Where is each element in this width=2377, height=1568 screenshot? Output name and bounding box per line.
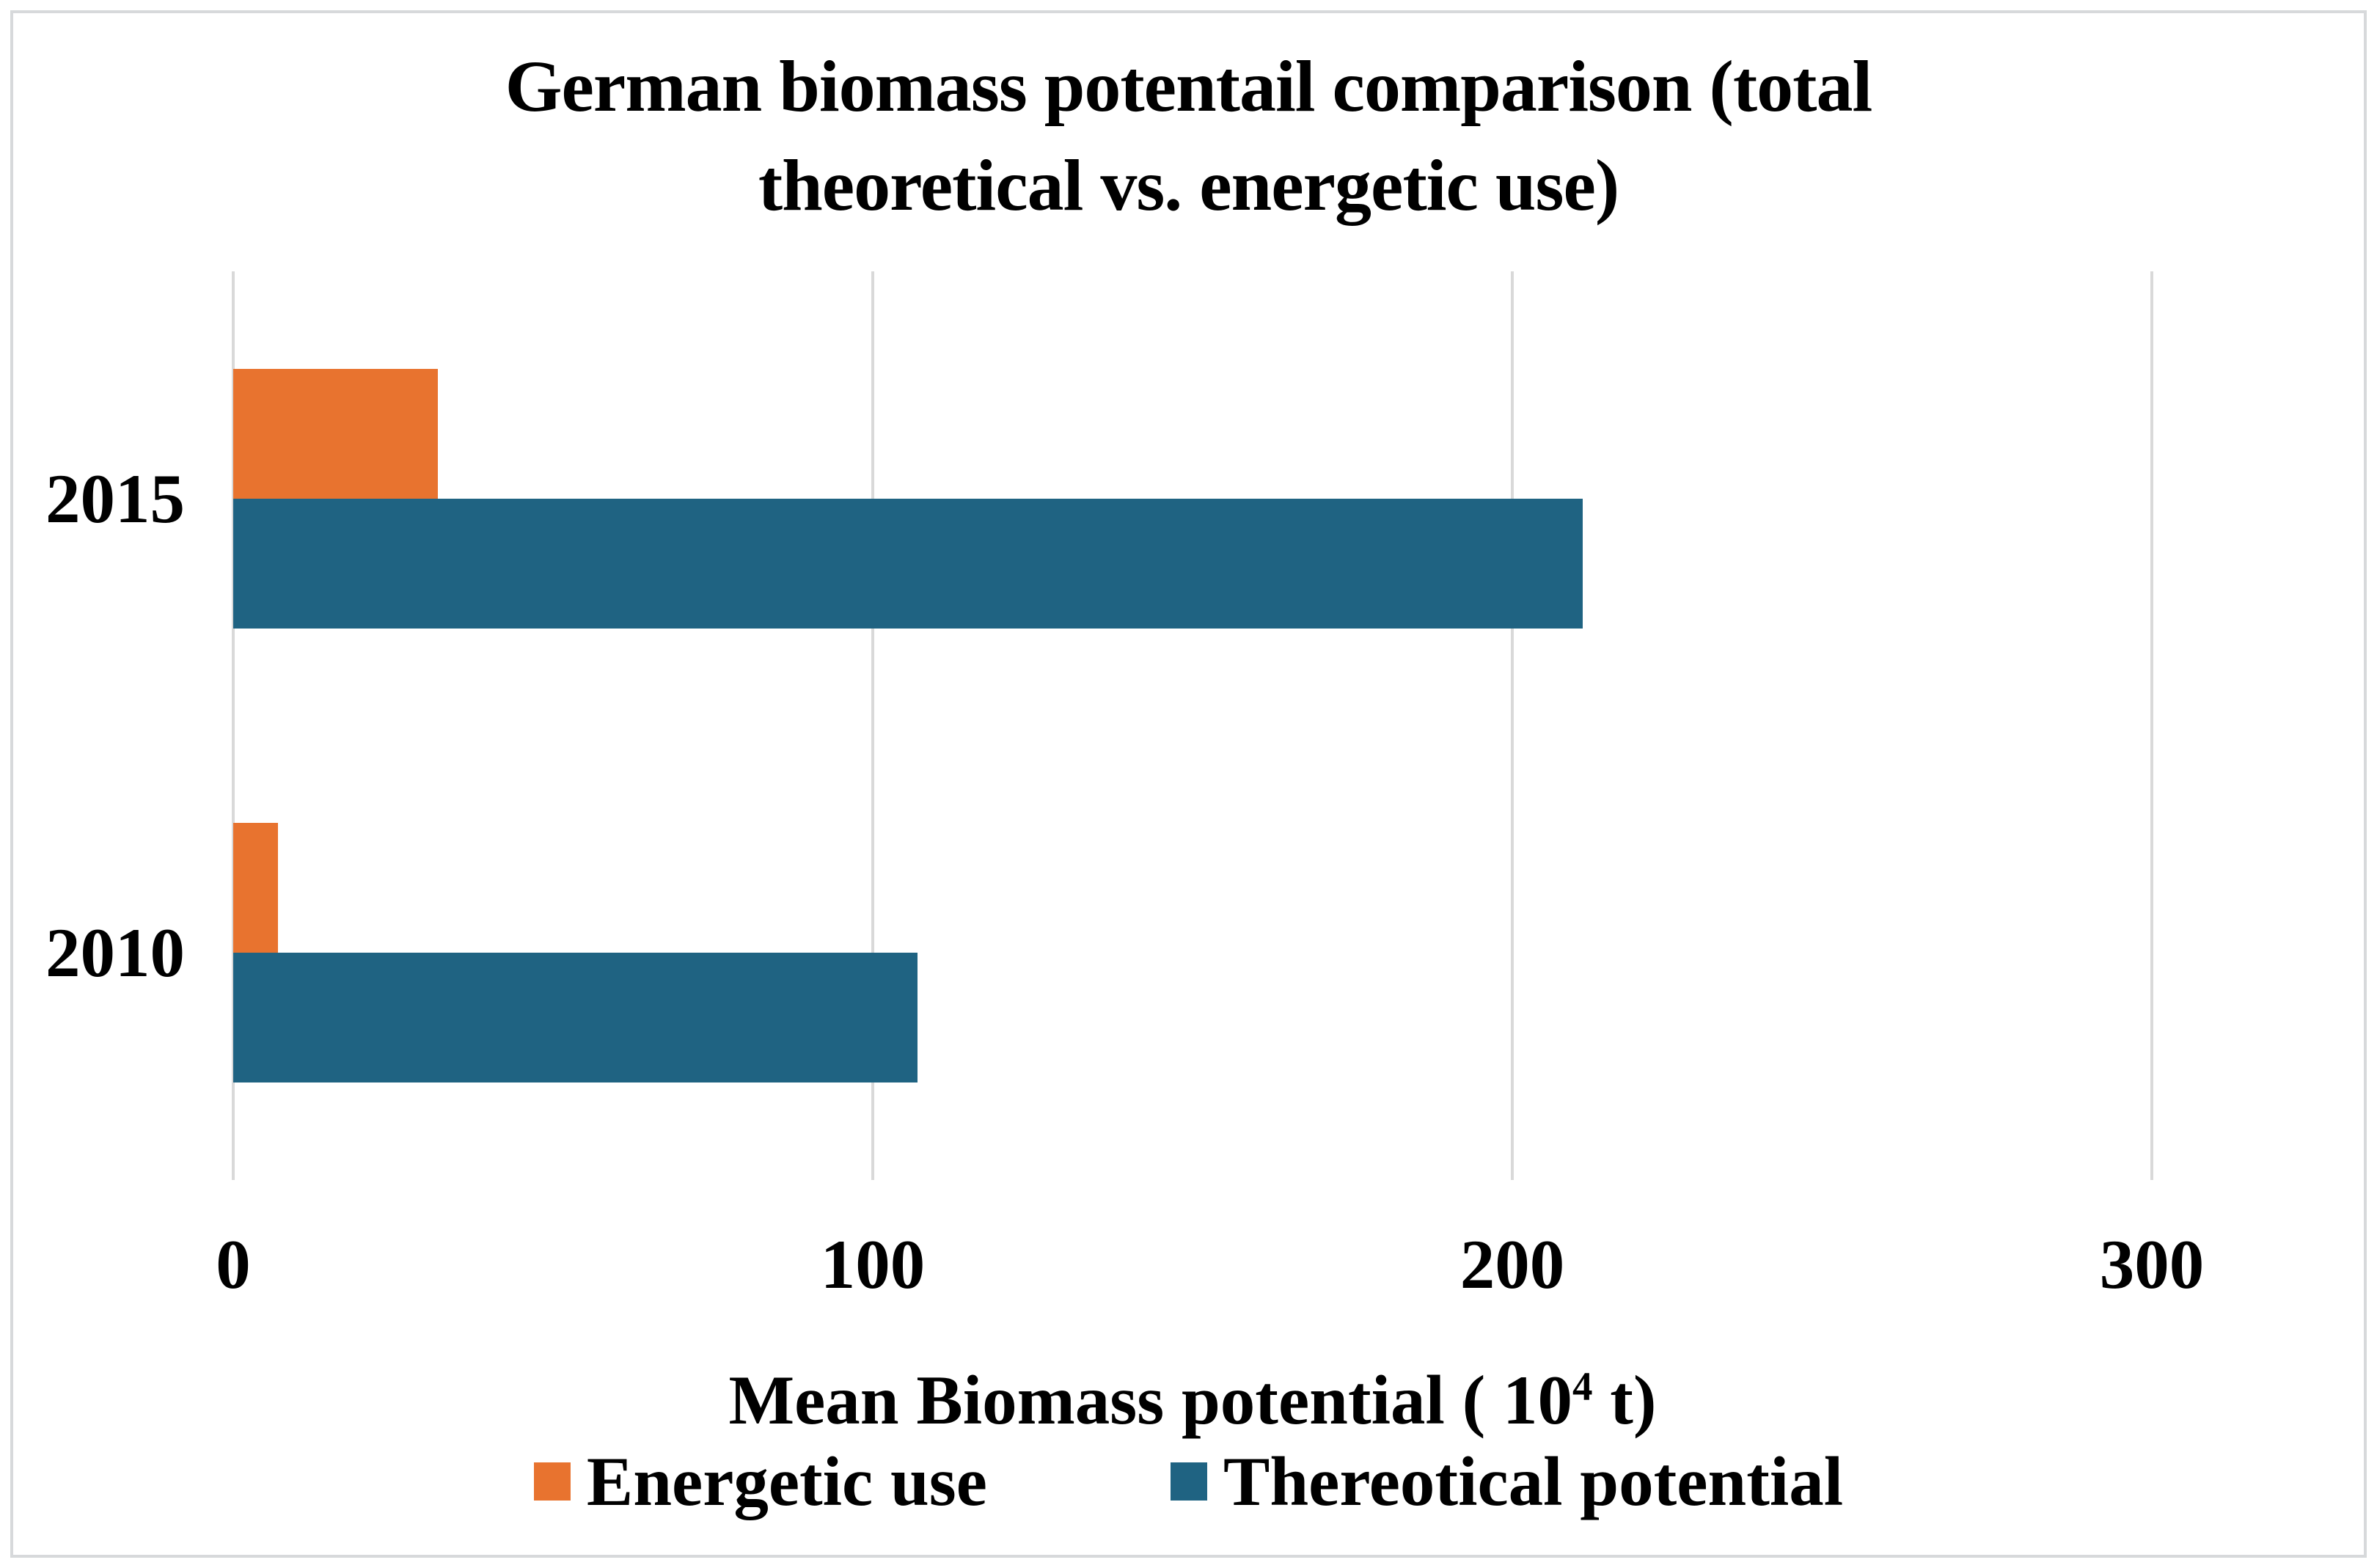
legend-item-energetic-use: Energetic use [533, 1442, 987, 1520]
legend-swatch-energetic-use [533, 1462, 571, 1501]
gridline-0 [232, 271, 235, 1180]
x-tick-label-0: 0 [216, 1226, 251, 1303]
gridline-100 [871, 271, 874, 1180]
legend-item-thereotical-potential: Thereotical potential [1170, 1442, 1844, 1520]
x-tick-label-100: 100 [820, 1226, 926, 1303]
legend-label-thereotical-potential: Thereotical potential [1223, 1442, 1844, 1520]
x-axis-title: Mean Biomass potential ( 104 t) [233, 1366, 2152, 1435]
legend: Energetic use Thereotical potential [0, 1441, 2377, 1522]
chart-title-line-1: German biomass potentail comparison (tot… [505, 45, 1872, 127]
gridline-300 [2150, 271, 2153, 1180]
legend-label-energetic-use: Energetic use [586, 1442, 987, 1520]
category-label-2010: 2010 [45, 914, 185, 992]
chart-title: German biomass potentail comparison (tot… [0, 37, 2377, 235]
bar-2010-energetic-use [233, 823, 278, 953]
gridline-200 [1511, 271, 1514, 1180]
chart-frame-border [10, 10, 2367, 1558]
x-tick-label-300: 300 [2099, 1226, 2205, 1303]
x-axis-title-superscript: 4 [1572, 1363, 1593, 1409]
legend-swatch-thereotical-potential [1170, 1462, 1207, 1501]
x-tick-label-200: 200 [1459, 1226, 1565, 1303]
x-axis-title-text: Mean Biomass potential ( 10 [728, 1361, 1572, 1439]
category-label-2015: 2015 [45, 459, 185, 538]
bar-2010-thereotical-potential [233, 953, 918, 1083]
bar-2015-energetic-use [233, 368, 438, 499]
chart-title-line-2: theoretical vs. energetic use) [758, 144, 1619, 226]
x-axis-title-unit: t) [1592, 1361, 1657, 1439]
bar-2015-thereotical-potential [233, 498, 1583, 629]
